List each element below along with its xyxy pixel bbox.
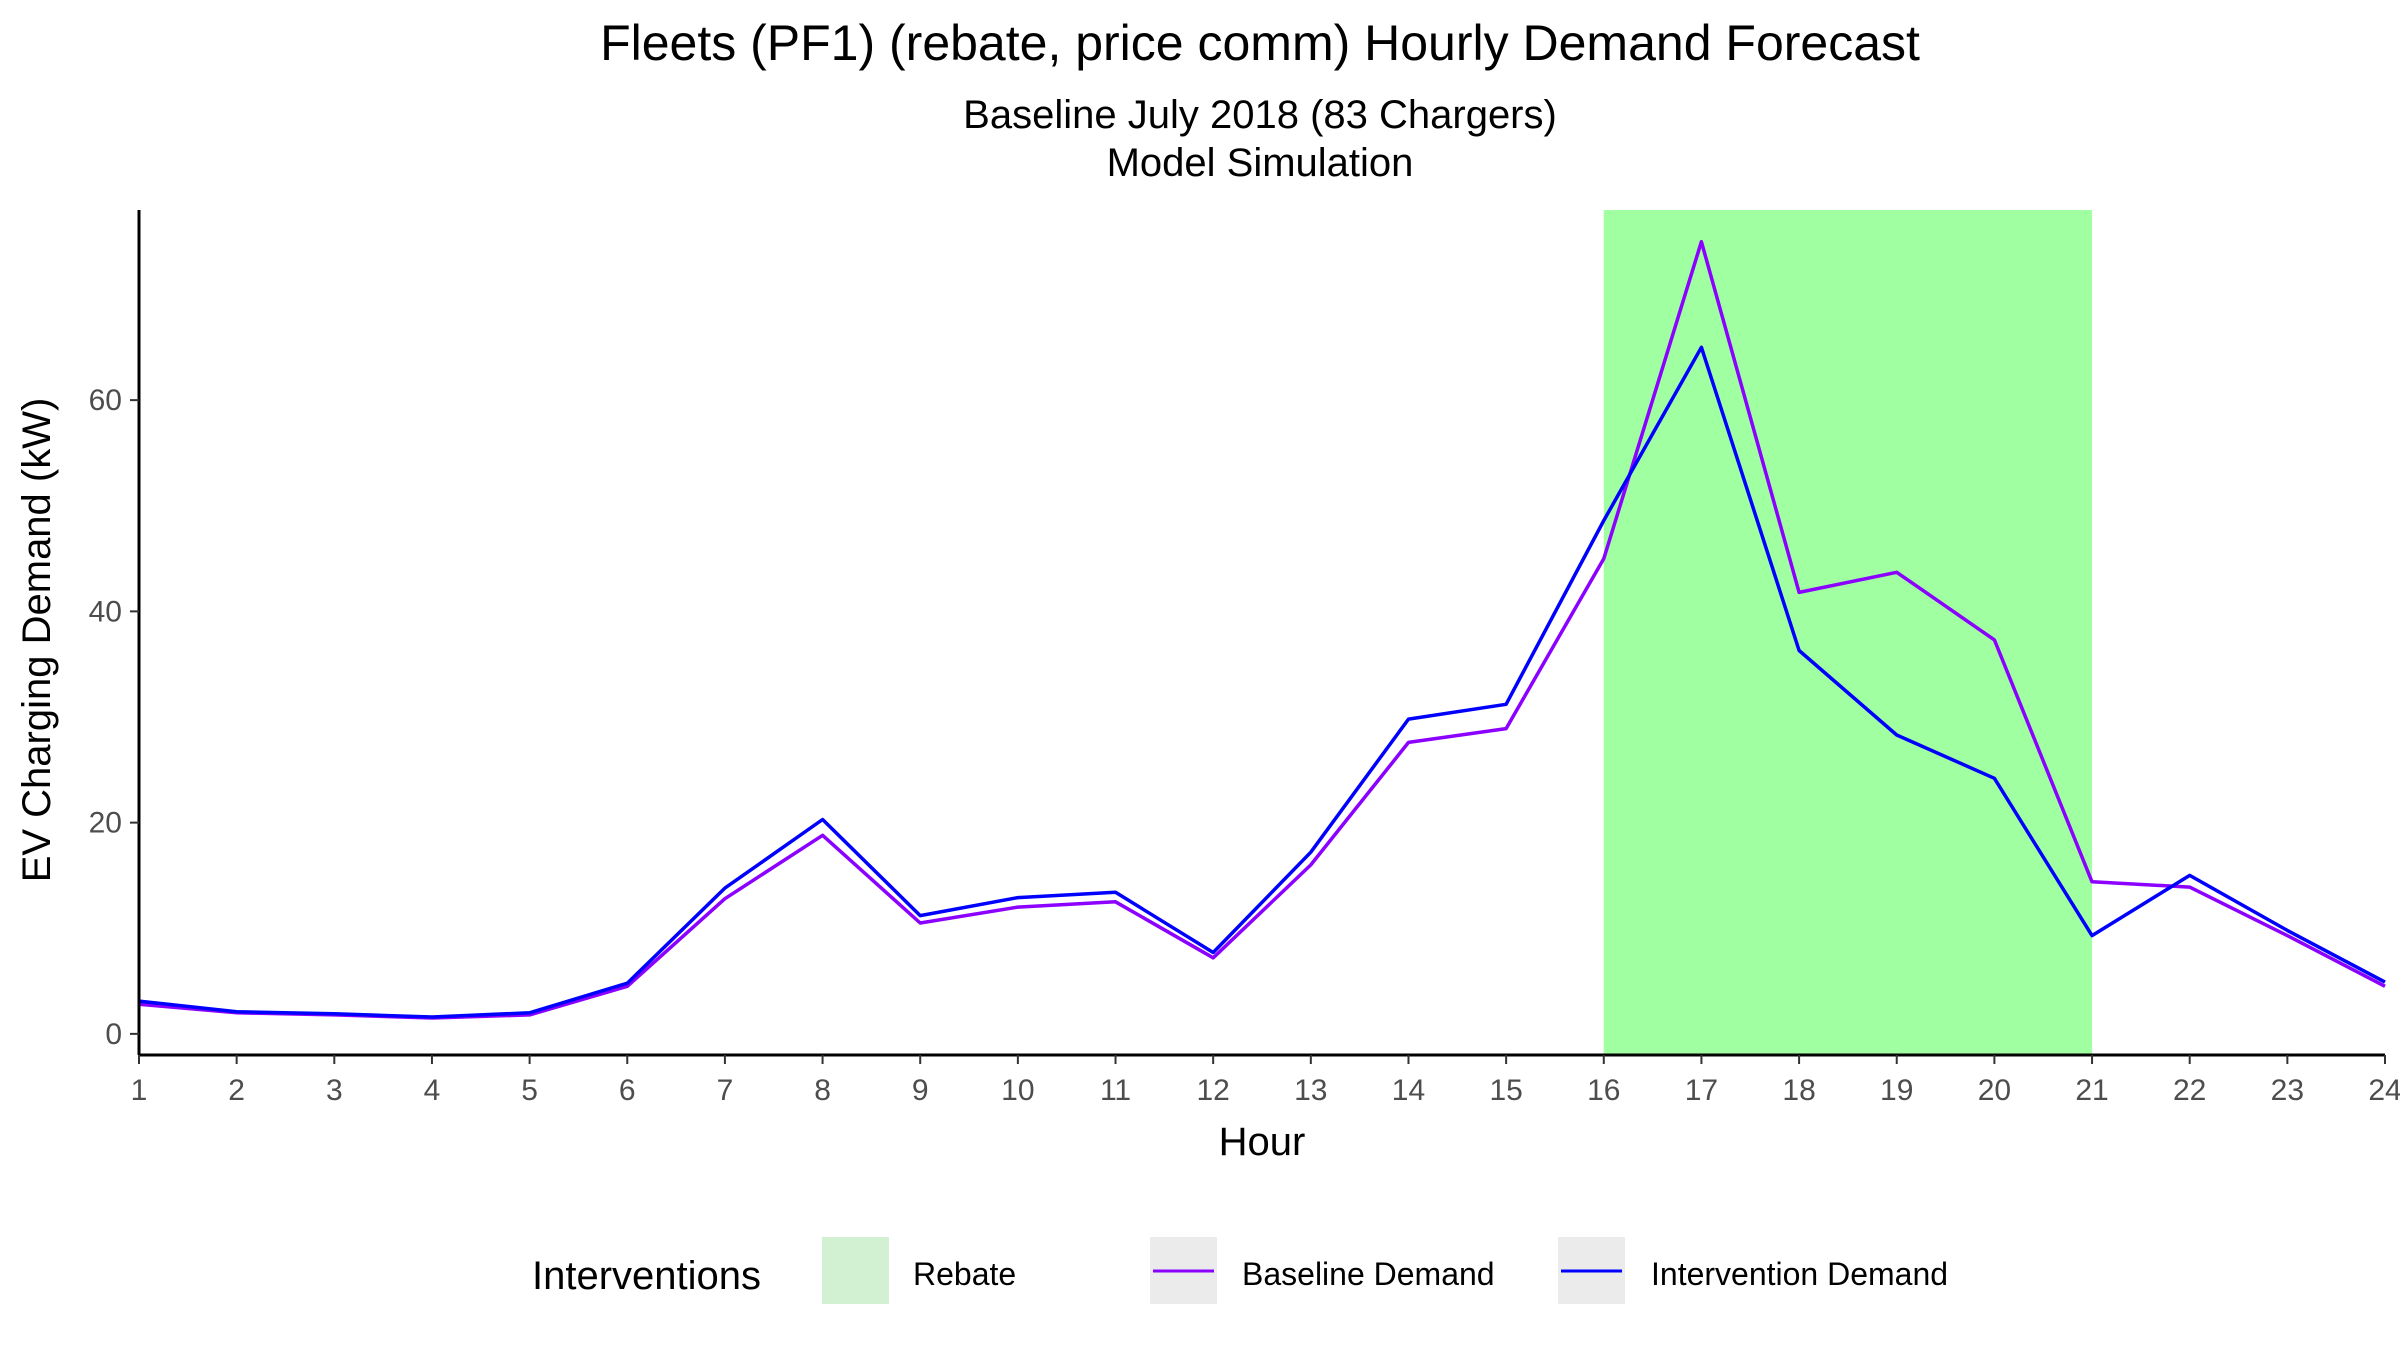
x-tick-label: 21 <box>2075 1074 2108 1107</box>
shaded-region-rebate <box>1603 210 2093 1055</box>
legend-title: Interventions <box>532 1254 761 1298</box>
legend-label-intervention: Intervention Demand <box>1651 1256 1948 1292</box>
x-tick-label: 11 <box>1100 1074 1131 1107</box>
legend-label-rebate: Rebate <box>913 1256 1016 1292</box>
y-axis-label: EV Charging Demand (kW) <box>15 398 59 883</box>
x-tick-label: 18 <box>1782 1074 1815 1107</box>
x-tick-label: 20 <box>1978 1074 2011 1107</box>
x-tick-label: 5 <box>521 1074 538 1107</box>
x-tick-label: 4 <box>424 1074 441 1107</box>
y-tick-label: 20 <box>89 807 122 840</box>
x-tick-label: 9 <box>912 1074 929 1107</box>
series-line-intervention-demand <box>138 345 2386 1019</box>
y-tick-label: 0 <box>105 1018 122 1051</box>
x-tick-label: 17 <box>1685 1074 1718 1107</box>
x-tick-label: 23 <box>2271 1074 2304 1107</box>
x-tick-label: 24 <box>2368 1074 2400 1107</box>
axes <box>137 210 2385 1057</box>
series-lines <box>138 239 2386 1020</box>
x-tick-label: 19 <box>1880 1074 1913 1107</box>
chart-subtitle-line-2: Model Simulation <box>1107 141 1414 185</box>
y-ticks: 0 20 40 60 <box>89 384 139 1051</box>
chart-title: Fleets (PF1) (rebate, price comm) Hourly… <box>600 15 1920 71</box>
x-tick-label: 13 <box>1294 1074 1327 1107</box>
x-tick-label: 16 <box>1587 1074 1620 1107</box>
chart-subtitle-line-1: Baseline July 2018 (83 Chargers) <box>963 93 1557 137</box>
shaded-regions <box>1603 210 2093 1055</box>
x-tick-label: 3 <box>326 1074 343 1107</box>
x-tick-label: 10 <box>1001 1074 1034 1107</box>
x-tick-label: 15 <box>1489 1074 1522 1107</box>
x-tick-label: 6 <box>619 1074 636 1107</box>
series-line-baseline-demand <box>138 239 2386 1020</box>
x-axis-label: Hour <box>1219 1120 1306 1164</box>
x-tick-label: 22 <box>2173 1074 2206 1107</box>
x-tick-label: 12 <box>1196 1074 1229 1107</box>
x-tick-label: 7 <box>717 1074 734 1107</box>
legend: Interventions Rebate Baseline Demand Int… <box>532 1237 1948 1304</box>
x-tick-label: 14 <box>1392 1074 1425 1107</box>
legend-label-baseline: Baseline Demand <box>1242 1256 1495 1292</box>
y-tick-label: 60 <box>89 384 122 417</box>
x-ticks: 1 2 3 4 5 6 7 8 9 10 11 12 13 14 15 16 17 18 19 20 21 22 23 24 <box>131 1055 2400 1107</box>
x-tick-label: 2 <box>228 1074 245 1107</box>
x-tick-label: 8 <box>814 1074 831 1107</box>
x-tick-label: 1 <box>131 1074 148 1107</box>
legend-key-rebate <box>822 1237 889 1304</box>
y-tick-label: 40 <box>89 595 122 628</box>
